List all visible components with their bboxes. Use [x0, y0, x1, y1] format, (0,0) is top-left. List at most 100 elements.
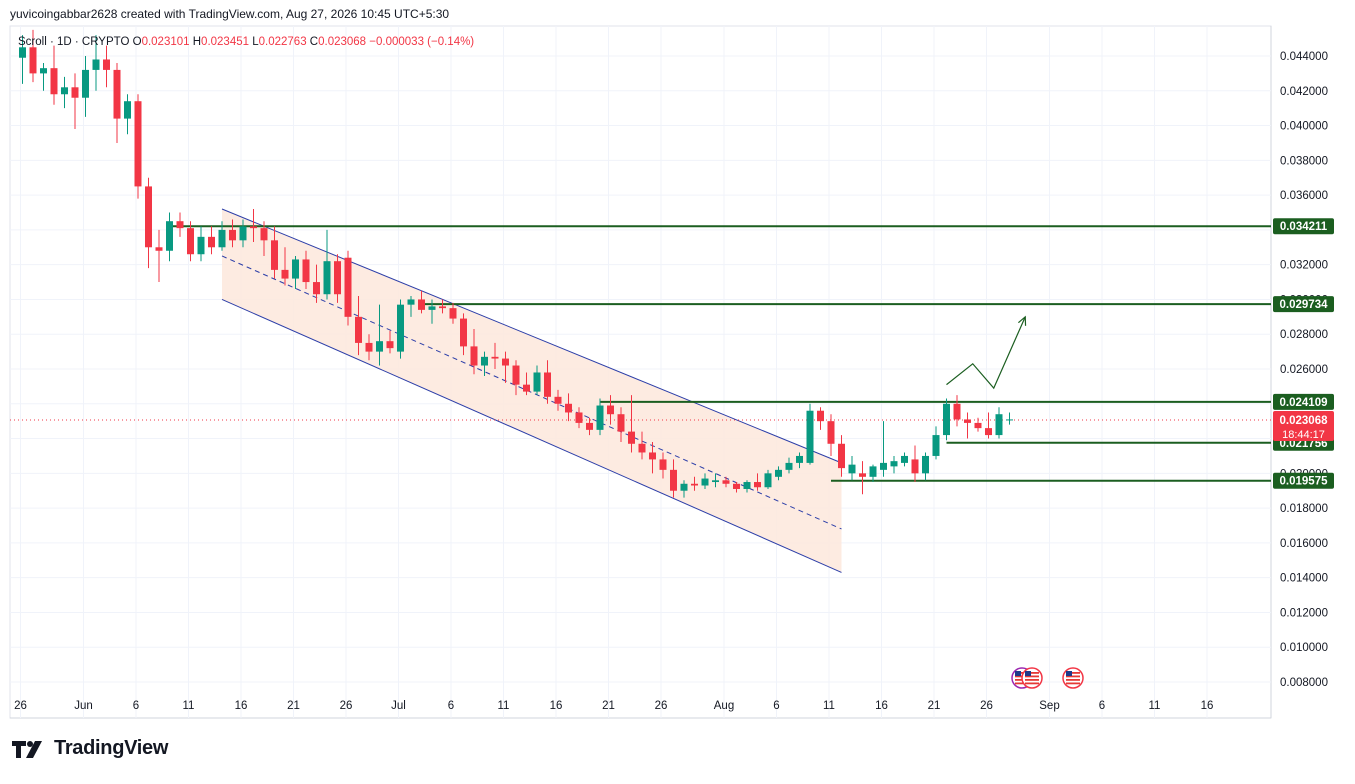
candle [271, 226, 278, 279]
price-level-badge: 0.029734 [1273, 296, 1334, 313]
flag-canton [1015, 671, 1021, 676]
candle-body [722, 480, 730, 484]
candle-body [481, 356, 488, 366]
candle-body [922, 455, 929, 474]
candle [848, 455, 856, 481]
channel-upper-line [221, 208, 842, 464]
us-flag-icon [1021, 667, 1043, 689]
x-tick-label: 16 [1201, 700, 1214, 712]
y-tick-label: 0.026000 [1280, 364, 1328, 376]
candle [670, 459, 677, 498]
candle-body [617, 414, 625, 432]
candle-body [92, 59, 100, 70]
candle-body [470, 346, 478, 366]
candle [628, 395, 635, 453]
candle [869, 464, 877, 483]
candle-body [271, 240, 278, 270]
candle [218, 221, 226, 251]
x-tick-label: Sep [1039, 700, 1059, 712]
candle-body [386, 341, 394, 349]
flag-stripe [1025, 675, 1039, 678]
projection-arrow-path [946, 316, 1026, 390]
tradingview-logo[interactable]: TradingView [12, 737, 168, 760]
candle-body [995, 414, 1003, 436]
badge-bg [1273, 393, 1334, 410]
candle [565, 393, 572, 422]
candle-body [764, 473, 772, 488]
flag-stripe [1066, 672, 1080, 674]
candle [418, 290, 425, 314]
candle [596, 398, 604, 436]
badge-bg [1273, 472, 1334, 489]
badge-bg [1273, 218, 1334, 235]
x-tick-label: Jul [391, 700, 406, 712]
candle [985, 412, 992, 439]
candle-body [302, 259, 310, 283]
candle-body [344, 257, 352, 317]
y-tick-label: 0.036000 [1280, 190, 1328, 202]
flag-stripe [1015, 672, 1029, 674]
candle [533, 365, 541, 396]
l-label: L [252, 36, 259, 48]
candle [166, 212, 173, 262]
candle-body [544, 372, 551, 397]
countdown-text: 18:44:17 [1282, 429, 1325, 441]
candle-body [806, 410, 814, 463]
descending-channel [221, 208, 842, 573]
candle [460, 313, 467, 356]
candle-body [554, 396, 562, 404]
badge-bg [1273, 296, 1334, 313]
candle [586, 417, 593, 436]
candle-body [439, 306, 446, 309]
candle-body [239, 226, 247, 241]
x-tick-label: 6 [1099, 700, 1105, 712]
candle-body [796, 455, 803, 463]
candle-body [512, 365, 520, 385]
candle-body [491, 356, 499, 359]
y-tick-label: 0.044000 [1280, 51, 1328, 63]
candle [764, 469, 772, 489]
channel-mid-line [221, 255, 842, 530]
candle-body [418, 299, 425, 310]
candle-body [743, 482, 751, 489]
candle [932, 426, 940, 460]
candle-body [250, 226, 257, 229]
channel-lower-line [221, 298, 842, 573]
candle-body [670, 469, 677, 491]
badge-text: 0.034211 [1280, 221, 1328, 233]
candle-body [533, 372, 541, 392]
candle [103, 45, 110, 88]
candle [71, 73, 79, 130]
candle [113, 62, 121, 143]
y-tick-label: 0.012000 [1280, 607, 1328, 619]
o-value: 0.023101 [142, 36, 193, 48]
candle-body [460, 318, 467, 347]
price-level-badge: 0.024109 [1273, 393, 1334, 410]
candle [334, 254, 341, 303]
x-tick-label: 16 [235, 700, 248, 712]
x-tick-label: 6 [773, 700, 779, 712]
candle [911, 445, 919, 483]
y-tick-label: 0.040000 [1280, 121, 1328, 133]
candle [523, 372, 530, 396]
candle-body [565, 403, 572, 413]
c-value: 0.023068 [318, 36, 369, 48]
candle-body [50, 68, 58, 95]
candle [607, 395, 614, 425]
candle-body [754, 482, 761, 488]
candle [922, 452, 929, 481]
x-tick-label: 6 [133, 700, 139, 712]
candle [40, 62, 47, 91]
candle [355, 295, 362, 356]
x-tick-label: 11 [1149, 700, 1161, 712]
candle-body [197, 236, 205, 255]
candle-body [218, 229, 226, 248]
projection-arrow-head [1018, 315, 1027, 326]
candle [838, 435, 845, 477]
x-tick-label: 11 [183, 700, 195, 712]
candle [386, 330, 394, 354]
candle [712, 473, 719, 488]
candle [701, 473, 709, 489]
